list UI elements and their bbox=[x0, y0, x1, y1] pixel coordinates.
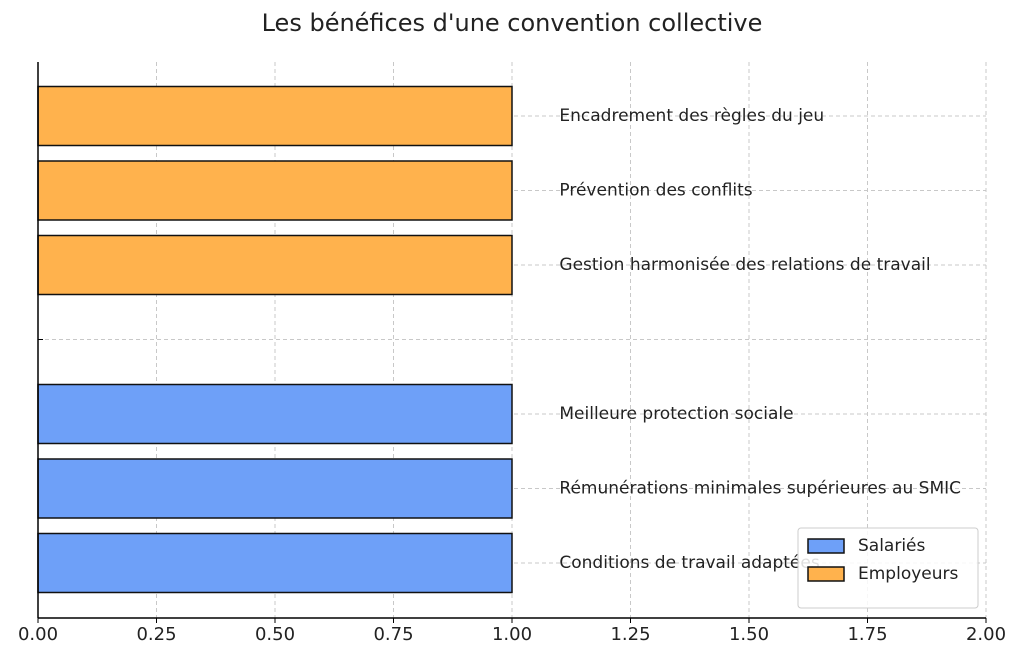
bar-annotation: Rémunérations minimales supérieures au S… bbox=[559, 479, 961, 499]
x-tick-label: 0.00 bbox=[18, 624, 58, 645]
legend-label: Employeurs bbox=[858, 564, 958, 584]
bar bbox=[37, 85, 513, 147]
legend-label: Salariés bbox=[858, 536, 926, 556]
bar-annotation: Conditions de travail adaptées bbox=[559, 553, 819, 573]
bar-annotation: Prévention des conflits bbox=[559, 181, 752, 201]
bar bbox=[37, 532, 513, 594]
bar bbox=[37, 383, 513, 445]
bar-annotation: Gestion harmonisée des relations de trav… bbox=[559, 255, 930, 275]
x-tick-label: 1.50 bbox=[729, 624, 769, 645]
bar bbox=[37, 234, 513, 296]
bar-annotation: Meilleure protection sociale bbox=[559, 404, 793, 424]
bar bbox=[37, 160, 513, 221]
x-tick-label: 1.00 bbox=[492, 624, 532, 645]
legend: Salariés Employeurs bbox=[797, 527, 979, 609]
bar bbox=[37, 458, 513, 519]
x-tick-label: 0.75 bbox=[373, 624, 413, 645]
chart-title: Les bénéfices d'une convention collectiv… bbox=[262, 9, 763, 37]
bar-annotation: Encadrement des règles du jeu bbox=[559, 106, 824, 126]
x-tick-label: 2.00 bbox=[966, 624, 1006, 645]
x-tick-label: 1.25 bbox=[610, 624, 650, 645]
legend-swatch bbox=[807, 566, 845, 582]
legend-swatch bbox=[807, 538, 845, 554]
x-tick-label: 0.50 bbox=[255, 624, 295, 645]
x-tick-label: 1.75 bbox=[847, 624, 887, 645]
x-tick-label: 0.25 bbox=[136, 624, 176, 645]
